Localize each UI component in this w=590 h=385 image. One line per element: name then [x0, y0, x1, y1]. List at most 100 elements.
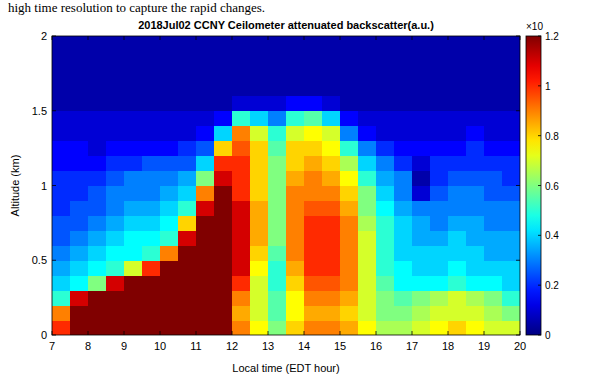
cell: [52, 140, 70, 156]
cell: [322, 65, 340, 81]
cell: [214, 125, 232, 141]
cell: [484, 185, 502, 201]
cell: [214, 305, 232, 321]
colorbar-tick: [538, 135, 541, 136]
x-tick: [304, 331, 305, 335]
cell: [196, 140, 214, 156]
cell: [106, 50, 124, 66]
cell: [286, 290, 304, 306]
cell: [196, 245, 214, 261]
cell: [304, 170, 322, 186]
cell: [88, 200, 106, 216]
x-tick: [196, 36, 197, 40]
cell: [322, 275, 340, 291]
colorbar-tick-label: 1.2: [545, 31, 559, 42]
cell: [358, 95, 376, 111]
cell: [430, 275, 448, 291]
cell: [484, 65, 502, 81]
cell: [394, 50, 412, 66]
cell: [466, 36, 484, 51]
cell: [52, 125, 70, 141]
cell: [358, 65, 376, 81]
cell: [250, 245, 268, 261]
cell: [376, 290, 394, 306]
cell: [124, 36, 142, 51]
cell: [196, 95, 214, 111]
cell: [142, 140, 160, 156]
cell: [466, 50, 484, 66]
cell: [376, 36, 394, 51]
cell: [52, 215, 70, 231]
cell: [196, 275, 214, 291]
x-tick-label: 14: [298, 340, 310, 352]
cell: [214, 80, 232, 96]
cell: [160, 140, 178, 156]
cell: [196, 305, 214, 321]
cell: [70, 200, 88, 216]
cell: [304, 275, 322, 291]
cell: [142, 95, 160, 111]
cell: [340, 200, 358, 216]
cell: [430, 215, 448, 231]
cell: [232, 50, 250, 66]
cell: [178, 245, 196, 261]
cell: [448, 155, 466, 171]
cell: [448, 215, 466, 231]
cell: [178, 170, 196, 186]
cell: [412, 245, 430, 261]
cell: [340, 170, 358, 186]
cell: [232, 200, 250, 216]
y-tick: [516, 36, 520, 37]
cell: [178, 125, 196, 141]
cell: [286, 36, 304, 51]
cell: [394, 230, 412, 246]
cell: [232, 290, 250, 306]
cell: [322, 170, 340, 186]
cell: [502, 260, 520, 276]
cell: [160, 320, 178, 335]
cell: [322, 140, 340, 156]
cell: [430, 260, 448, 276]
cell: [106, 260, 124, 276]
cell: [484, 305, 502, 321]
cell: [250, 185, 268, 201]
cell: [106, 230, 124, 246]
cell: [412, 65, 430, 81]
cell: [88, 230, 106, 246]
cell: [322, 110, 340, 126]
cell: [106, 95, 124, 111]
cell: [106, 290, 124, 306]
cell: [124, 170, 142, 186]
cell: [412, 320, 430, 335]
cell: [250, 200, 268, 216]
cell: [250, 275, 268, 291]
cell: [340, 245, 358, 261]
cell: [196, 125, 214, 141]
cell: [88, 80, 106, 96]
cell: [178, 230, 196, 246]
cell: [502, 155, 520, 171]
cell: [340, 215, 358, 231]
cell: [196, 260, 214, 276]
cell: [358, 260, 376, 276]
colorbar-tick-label: 0.6: [545, 181, 559, 192]
cell: [358, 36, 376, 51]
colorbar-tick: [538, 335, 541, 336]
cell: [160, 95, 178, 111]
cell: [322, 245, 340, 261]
cell: [448, 320, 466, 335]
cell: [340, 290, 358, 306]
cell: [52, 230, 70, 246]
cell: [250, 170, 268, 186]
cell: [106, 200, 124, 216]
cell: [160, 230, 178, 246]
cell: [322, 155, 340, 171]
cell: [232, 230, 250, 246]
cell: [412, 215, 430, 231]
cell: [52, 245, 70, 261]
cell: [232, 155, 250, 171]
cell: [412, 185, 430, 201]
cell: [214, 320, 232, 335]
cell: [178, 185, 196, 201]
cell: [502, 170, 520, 186]
